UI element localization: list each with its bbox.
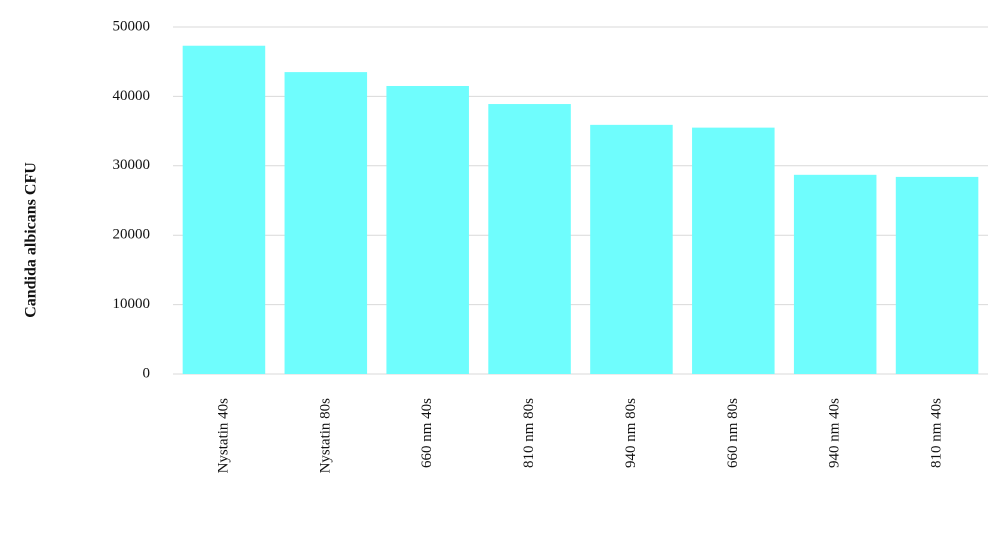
y-tick-label: 40000 [113,88,151,104]
bar [590,124,673,374]
y-tick-label: 0 [143,365,151,381]
x-tick-label: Nystatin 40s [215,398,231,474]
x-tick-label: 940 nm 80s [623,398,639,468]
y-tick-label: 30000 [113,157,151,173]
bar [488,104,571,374]
x-tick-label: 810 nm 40s [929,398,945,468]
y-axis-title: Candida albicans CFU [23,162,40,318]
bar [895,176,979,374]
x-tick-label: Nystatin 80s [317,398,333,474]
bar [692,127,775,374]
y-tick-label: 10000 [113,296,151,312]
x-tick-label: 660 nm 80s [725,398,741,468]
bar [284,72,368,375]
x-tick-label: 660 nm 40s [419,398,435,468]
bar [793,174,877,374]
bar [386,85,469,375]
x-tick-label: 810 nm 80s [521,398,537,468]
x-tick-label: 940 nm 40s [827,398,843,468]
y-tick-label: 50000 [113,18,151,34]
bar [182,45,266,374]
y-tick-label: 20000 [113,227,151,243]
